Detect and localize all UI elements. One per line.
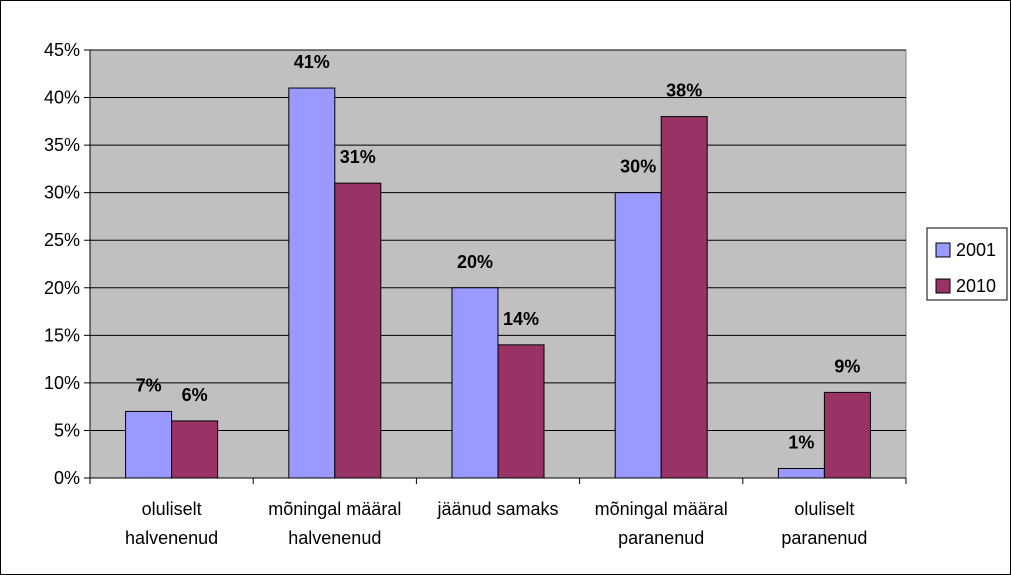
category-label: oluliselt (142, 499, 202, 519)
y-tick-label: 15% (44, 325, 80, 345)
category-label: halvenenud (125, 528, 218, 548)
bar (823, 391, 871, 479)
y-tick-label: 0% (54, 468, 80, 488)
y-tick-label: 5% (54, 420, 80, 440)
y-tick-label: 20% (44, 278, 80, 298)
category-label: paranenud (781, 528, 867, 548)
bar (660, 116, 708, 479)
y-tick-label: 35% (44, 135, 80, 155)
data-label: 41% (294, 52, 330, 72)
bar (614, 192, 662, 479)
category-label: mõningal määral (595, 499, 728, 519)
category-label: oluliselt (794, 499, 854, 519)
bar (288, 87, 336, 479)
data-label: 7% (136, 375, 162, 395)
data-label: 1% (788, 432, 814, 452)
y-tick-label: 40% (44, 88, 80, 108)
bar (125, 410, 173, 479)
data-label: 31% (340, 147, 376, 167)
category-label: paranenud (618, 528, 704, 548)
bar (171, 420, 219, 479)
legend-swatch (935, 278, 951, 294)
legend-swatch (935, 242, 951, 258)
legend-label: 2010 (956, 276, 996, 296)
data-label: 6% (182, 385, 208, 405)
bar (777, 467, 825, 479)
bar (451, 287, 499, 479)
data-label: 20% (457, 252, 493, 272)
y-tick-label: 45% (44, 40, 80, 60)
category-label: jäänud samaks (436, 499, 558, 519)
bar (497, 344, 545, 479)
data-label: 9% (834, 356, 860, 376)
y-tick-label: 25% (44, 230, 80, 250)
data-label: 30% (620, 157, 656, 177)
y-tick-label: 10% (44, 373, 80, 393)
data-label: 38% (666, 81, 702, 101)
y-tick-label: 30% (44, 183, 80, 203)
legend-label: 2001 (956, 240, 996, 260)
data-label: 14% (503, 309, 539, 329)
bar (334, 182, 382, 479)
category-label: halvenenud (288, 528, 381, 548)
category-label: mõningal määral (268, 499, 401, 519)
